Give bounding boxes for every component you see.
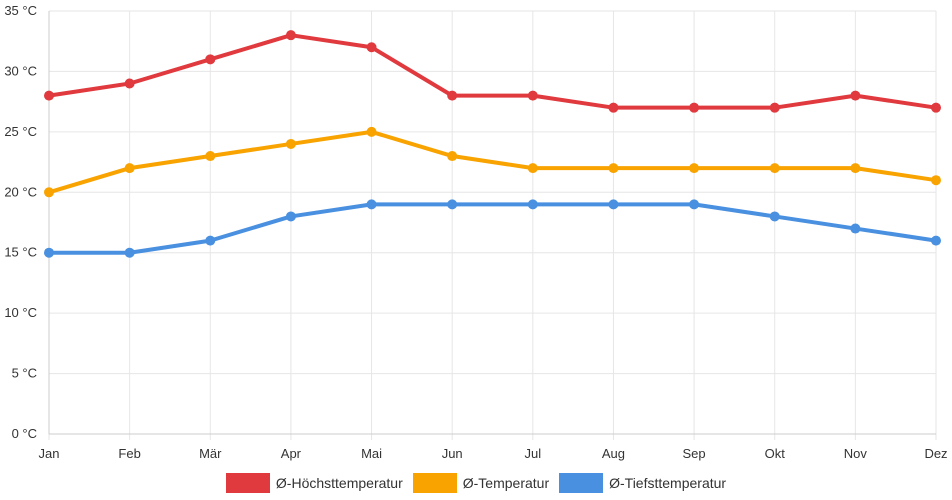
data-point-mittel[interactable]	[931, 175, 941, 186]
legend-label-mittel: Ø-Temperatur	[462, 475, 550, 491]
data-point-tiefst[interactable]	[366, 199, 377, 210]
y-tick-label: 20 °C	[4, 184, 37, 199]
data-point-mittel[interactable]	[447, 151, 458, 162]
x-tick-label: Nov	[844, 446, 868, 461]
temperature-line-chart: 0 °C 5 °C 10 °C 15 °C 20 °C 25 °C 30 °C 35 °C Ja…	[4, 3, 947, 461]
y-tick-label: 10 °C	[4, 305, 37, 320]
data-point-hoechst[interactable]	[124, 78, 135, 89]
tick-labels: 0 °C 5 °C 10 °C 15 °C 20 °C 25 °C 30 °C 35 °C Ja…	[4, 3, 947, 461]
data-point-mittel[interactable]	[850, 163, 861, 174]
legend-swatch-hoechst	[225, 473, 270, 493]
x-tick-label: Okt	[765, 446, 786, 461]
x-tick-label: Dez	[924, 446, 947, 461]
data-point-hoechst[interactable]	[205, 54, 216, 65]
x-tick-label: Jun	[442, 446, 463, 461]
legend-item-hoechst[interactable]: Ø-Höchsttemperatur	[225, 473, 403, 493]
y-tick-label: 5 °C	[12, 366, 37, 381]
data-point-hoechst[interactable]	[850, 90, 861, 101]
data-point-hoechst[interactable]	[527, 90, 538, 101]
y-tick-label: 15 °C	[4, 245, 37, 260]
x-tick-label: Feb	[118, 446, 140, 461]
series-line-hoechst	[47, 33, 938, 110]
legend-item-tiefst[interactable]: Ø-Tiefsttemperatur	[559, 473, 726, 493]
data-point-tiefst[interactable]	[205, 235, 216, 246]
data-point-mittel[interactable]	[285, 138, 296, 149]
data-point-hoechst[interactable]	[285, 30, 296, 41]
data-point-hoechst[interactable]	[447, 90, 458, 101]
x-tick-label: Mai	[361, 446, 382, 461]
data-point-tiefst[interactable]	[689, 199, 700, 210]
data-point-mittel[interactable]	[527, 163, 538, 174]
legend: Ø-Höchsttemperatur Ø-Temperatur Ø-Tiefst…	[0, 471, 952, 495]
axes	[48, 11, 936, 435]
x-tick-label: Apr	[281, 446, 302, 461]
legend-label-tiefst: Ø-Tiefsttemperatur	[609, 475, 727, 491]
y-tick-label: 0 °C	[12, 426, 37, 441]
data-point-tiefst[interactable]	[608, 199, 619, 210]
data-point-hoechst[interactable]	[366, 42, 377, 53]
data-point-tiefst[interactable]	[769, 211, 780, 222]
series-lines	[44, 30, 941, 258]
legend-label-hoechst: Ø-Höchsttemperatur	[275, 475, 403, 491]
data-point-hoechst[interactable]	[769, 102, 780, 113]
data-point-hoechst[interactable]	[44, 90, 54, 101]
y-tick-label: 30 °C	[4, 63, 37, 78]
x-tick-label: Jul	[525, 446, 542, 461]
data-point-tiefst[interactable]	[124, 247, 135, 258]
series-line-tiefst	[47, 202, 938, 255]
data-point-mittel[interactable]	[44, 187, 54, 198]
x-tick-label: Aug	[602, 446, 625, 461]
series-line-mittel	[47, 129, 938, 195]
data-point-mittel[interactable]	[205, 151, 216, 162]
data-point-tiefst[interactable]	[850, 223, 861, 234]
data-point-mittel[interactable]	[689, 163, 700, 174]
data-point-mittel[interactable]	[366, 126, 377, 137]
data-point-tiefst[interactable]	[527, 199, 538, 210]
y-tick-label: 25 °C	[4, 124, 37, 139]
x-tick-label: Jan	[39, 446, 60, 461]
x-tick-label: Mär	[199, 446, 222, 461]
data-point-hoechst[interactable]	[689, 102, 700, 113]
data-point-hoechst[interactable]	[608, 102, 619, 113]
data-point-mittel[interactable]	[608, 163, 619, 174]
grid-lines	[48, 10, 937, 440]
y-tick-label: 35 °C	[4, 3, 37, 18]
legend-swatch-tiefst	[559, 473, 604, 493]
data-point-tiefst[interactable]	[44, 247, 54, 258]
legend-item-mittel[interactable]: Ø-Temperatur	[412, 473, 550, 493]
data-point-hoechst[interactable]	[931, 102, 941, 113]
data-point-tiefst[interactable]	[285, 211, 296, 222]
data-point-tiefst[interactable]	[447, 199, 458, 210]
data-point-tiefst[interactable]	[931, 235, 941, 246]
x-tick-label: Sep	[683, 446, 706, 461]
legend-swatch-mittel	[412, 473, 457, 493]
data-point-mittel[interactable]	[124, 163, 135, 174]
data-point-mittel[interactable]	[769, 163, 780, 174]
